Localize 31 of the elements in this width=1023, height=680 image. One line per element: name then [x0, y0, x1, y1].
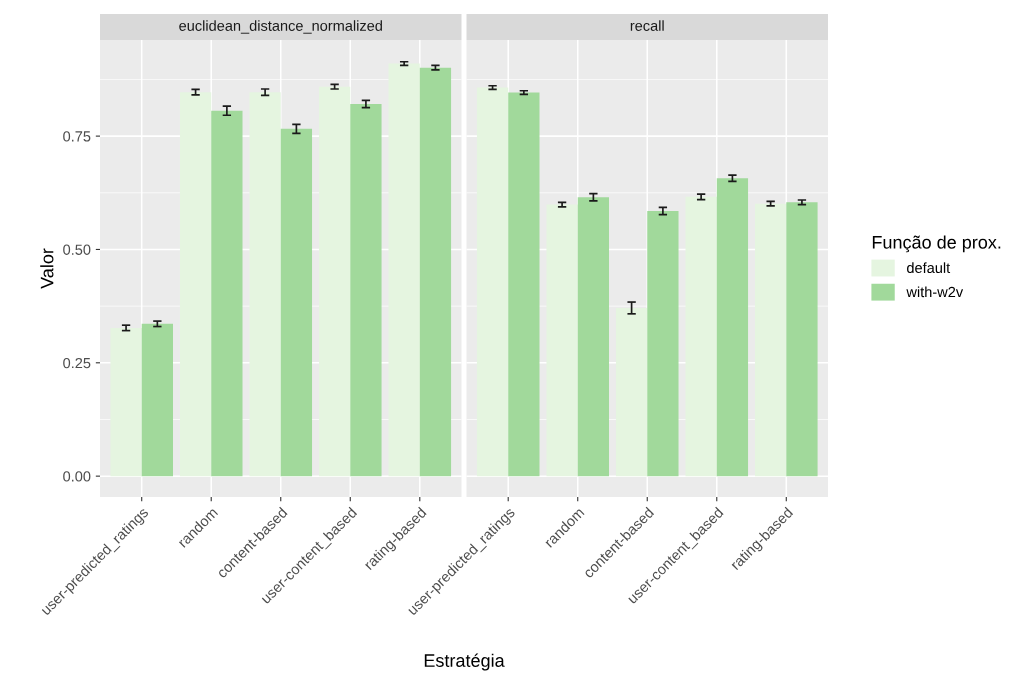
bar: [685, 196, 717, 477]
legend-title: Função de prox.: [872, 235, 1001, 253]
bar: [647, 210, 679, 477]
y-tick-label: 0.00: [63, 471, 91, 482]
bar: [755, 203, 787, 477]
bar: [419, 67, 452, 477]
bar: [388, 63, 420, 477]
legend-label: default: [907, 262, 951, 274]
y-tick-label: 0.25: [63, 357, 91, 369]
y-tick-label: 0.50: [63, 244, 91, 255]
bar: [577, 197, 610, 477]
chart-title: euclidean_distance_normalized: [179, 20, 382, 34]
bar: [249, 92, 281, 477]
bar: [179, 92, 212, 477]
bar: [546, 204, 578, 477]
bar: [476, 87, 509, 477]
legend-label: with-w2v: [906, 286, 964, 298]
bar: [211, 110, 243, 477]
y-tick-label: 0.75: [63, 131, 91, 142]
bar: [318, 86, 351, 477]
bar: [350, 103, 382, 477]
bar: [280, 128, 313, 477]
x-axis-title: Estratégia: [424, 653, 505, 671]
bar: [716, 178, 749, 477]
bar: [141, 323, 173, 477]
y-axis-title: Valor: [40, 248, 54, 289]
bar: [508, 92, 540, 477]
chart-title: recall: [630, 20, 664, 31]
bar: [110, 327, 142, 477]
bar: [615, 307, 648, 477]
bar: [786, 202, 818, 477]
